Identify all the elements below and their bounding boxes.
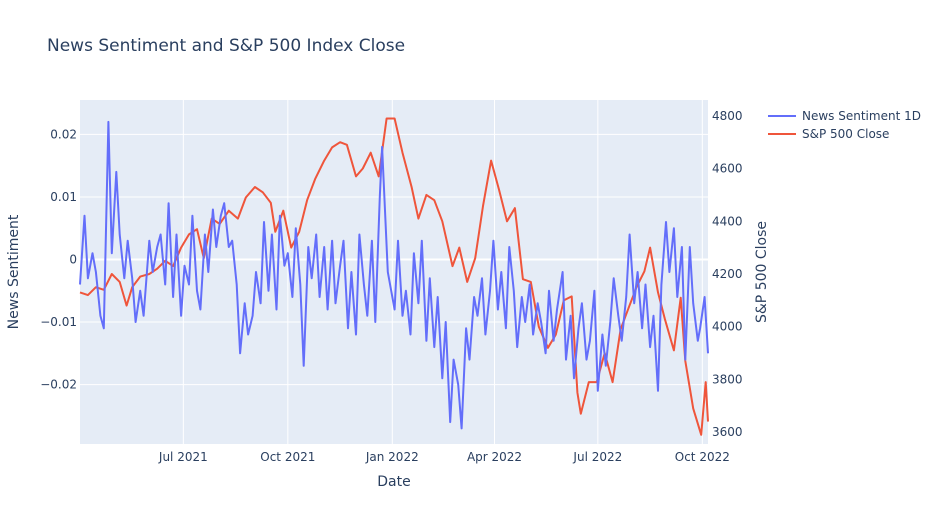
y2-tick-label: 4800 — [712, 109, 743, 123]
y2-axis-title: S&P 500 Close — [754, 221, 770, 323]
x-tick-label: Jan 2022 — [365, 450, 419, 464]
y2-tick-label: 4000 — [712, 320, 743, 334]
y2-tick-label: 4600 — [712, 162, 743, 176]
x-tick-label: Jul 2022 — [572, 450, 622, 464]
y-tick-label: 0.01 — [50, 190, 77, 204]
y-axis-title: News Sentiment — [6, 214, 22, 329]
y-tick-label: 0.02 — [50, 127, 77, 141]
y2-axis-ticks: 4800 4600 4400 4200 4000 3800 3600 — [712, 109, 743, 439]
x-tick-label: Oct 2022 — [675, 450, 730, 464]
x-tick-label: Jul 2021 — [158, 450, 208, 464]
gridlines — [80, 100, 708, 444]
y2-tick-label: 3800 — [712, 372, 743, 386]
x-tick-label: Apr 2022 — [467, 450, 522, 464]
x-axis-ticks: Jul 2021 Oct 2021 Jan 2022 Apr 2022 Jul 2022… — [158, 450, 730, 464]
y-tick-label: −0.01 — [40, 315, 77, 329]
y-tick-label: −0.02 — [40, 378, 77, 392]
legend-label[interactable]: S&P 500 Close — [802, 127, 889, 141]
series-line-sp500-close[interactable] — [79, 117, 709, 436]
series-line-news-sentiment[interactable] — [79, 120, 709, 430]
y2-tick-label: 3600 — [712, 425, 743, 439]
y-tick-label: 0 — [69, 252, 77, 266]
x-tick-label: Oct 2021 — [260, 450, 315, 464]
y2-tick-label: 4200 — [712, 267, 743, 281]
legend-label[interactable]: News Sentiment 1D — [802, 109, 921, 123]
chart-title: News Sentiment and S&P 500 Index Close — [47, 36, 405, 56]
y-axis-ticks: 0.02 0.01 0 −0.01 −0.02 — [40, 127, 77, 391]
x-axis-title: Date — [377, 474, 410, 490]
legend[interactable]: News Sentiment 1D S&P 500 Close — [768, 109, 921, 141]
series-layer — [79, 117, 709, 436]
y2-tick-label: 4400 — [712, 214, 743, 228]
